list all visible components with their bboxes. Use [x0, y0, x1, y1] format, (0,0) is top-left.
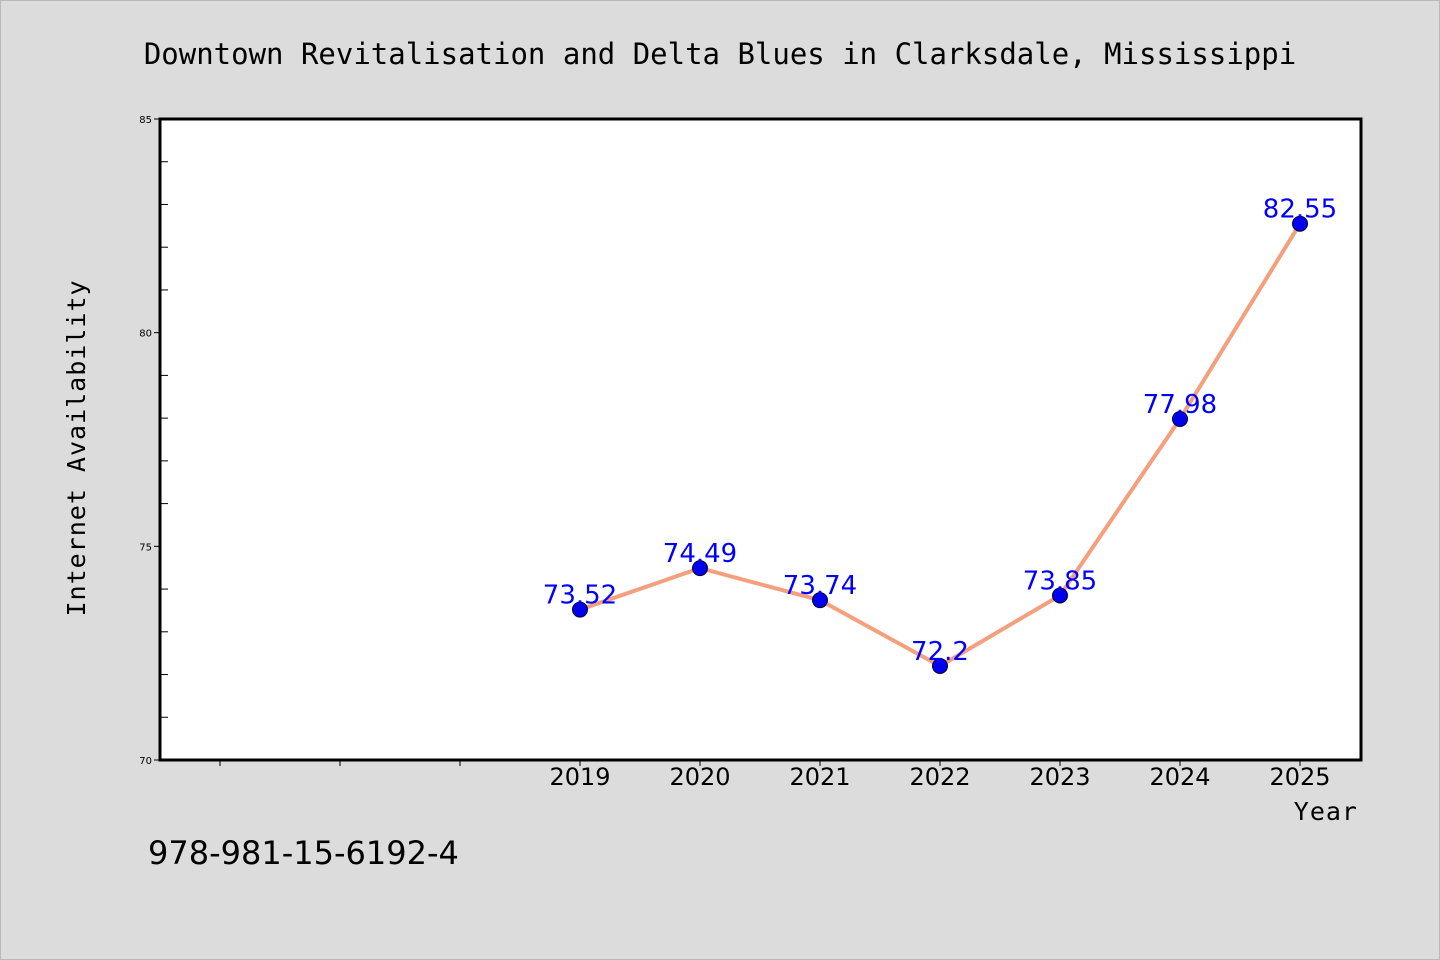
data-label: 73.52	[543, 581, 617, 611]
y-tick-label: 70	[139, 756, 152, 767]
isbn-footnote: 978-981-15-6192-4	[148, 834, 459, 872]
x-axis: 2019 2020 2021 2022 2023 2024 2025	[219, 759, 1331, 791]
x-tick-label: 2021	[789, 763, 850, 791]
data-point	[932, 657, 948, 674]
data-markers	[572, 215, 1308, 674]
data-label: 73.85	[1023, 566, 1097, 596]
y-tick-label: 80	[139, 329, 152, 340]
x-tick-label: 2019	[549, 763, 610, 791]
y-tick-label: 85	[139, 115, 152, 126]
data-label: 82.55	[1263, 195, 1337, 225]
data-label: 72.2	[911, 637, 969, 667]
x-tick-label: 2025	[1269, 763, 1330, 791]
data-point	[692, 560, 708, 577]
y-axis-label: Internet Availability	[62, 279, 91, 616]
data-point	[1172, 410, 1188, 427]
y-tick-label: 75	[139, 542, 152, 553]
x-axis-label: Year	[1294, 797, 1358, 826]
data-point	[572, 601, 588, 618]
x-tick-label: 2020	[669, 763, 730, 791]
data-point	[1052, 587, 1068, 604]
data-label: 74.49	[663, 539, 737, 569]
data-labels: 73.52 74.49 73.74 72.2 73.85 77.98 82.55	[543, 195, 1337, 667]
chart-title: Downtown Revitalisation and Delta Blues …	[144, 37, 1296, 71]
data-point	[812, 592, 828, 609]
x-tick-label: 2022	[909, 763, 970, 791]
plot-area	[158, 117, 1363, 762]
y-axis: 70 75 80 85	[139, 115, 168, 767]
x-tick-label: 2023	[1029, 763, 1090, 791]
data-label: 73.74	[783, 571, 857, 601]
data-point	[1292, 215, 1308, 232]
data-label: 77.98	[1143, 390, 1217, 420]
x-tick-label: 2024	[1149, 763, 1210, 791]
